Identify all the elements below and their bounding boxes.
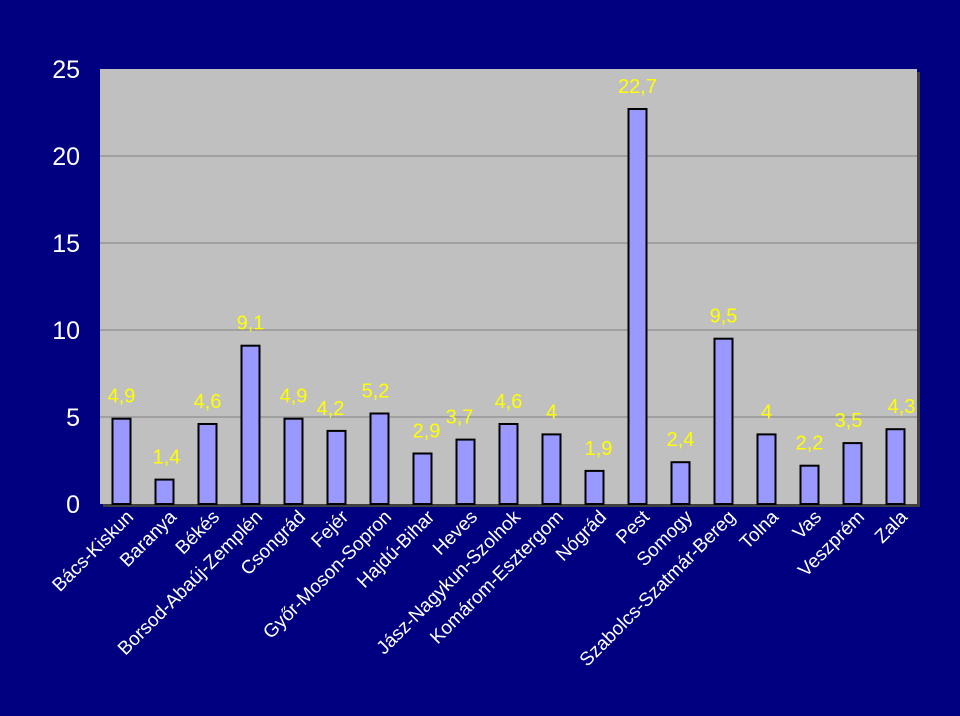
data-label: 3,7 [446,407,474,429]
data-label: 4,6 [495,391,523,413]
data-labels: 4,9 1,4 4,6 9,1 4,9 4,2 5,2 2,93,7 4,6 4 1,9 22,7 2,… [108,76,916,469]
bar [713,337,734,506]
y-tick-label: 20 [52,143,80,171]
gridlines [100,155,917,418]
y-tick-label: 5 [66,404,80,432]
data-label: 4,3 [888,396,916,418]
y-tick-label: 25 [52,56,80,84]
bar [799,464,820,506]
y-tick-label: 10 [52,317,80,345]
x-tick-label: Zala [871,506,912,547]
bar [154,478,175,506]
data-label: 9,1 [237,313,265,335]
x-axis-tick-labels: Bács-KiskunBaranyaBékésBorsod-Abaúj-Zemp… [49,506,913,671]
data-label: 4,6 [194,391,222,413]
data-label: 1,4 [153,447,181,469]
data-label: 5,2 [362,381,390,403]
y-tick-label: 0 [66,491,80,519]
data-label: 22,7 [618,76,657,98]
bar [584,469,605,505]
bar [670,461,691,506]
bar [455,438,476,506]
bar [498,423,519,505]
x-tick-label: Tolna [736,506,783,553]
bar [326,429,347,505]
bar [240,344,261,506]
bar [197,423,218,505]
y-tick-label: 15 [52,230,80,258]
bar [541,433,562,505]
data-label: 4,2 [317,398,345,420]
data-label: 1,9 [585,438,613,460]
bar [756,433,777,505]
data-label: 9,5 [710,306,738,328]
bar [842,442,863,506]
data-label: 2,2 [796,433,824,455]
data-label: 4 [761,401,772,423]
bar [885,428,906,506]
bar [627,108,648,505]
bar [111,417,132,506]
data-label: 4,9 [108,386,136,408]
bars [111,108,906,506]
y-axis-tick-labels: 0 5 10 15 20 25 [52,56,80,519]
bar [283,417,304,506]
x-tick-label: Vas [789,507,826,544]
bar [369,412,390,505]
data-label: 2,4 [667,429,695,451]
data-label: 2,9 [413,421,441,443]
data-label: 4,9 [280,386,308,408]
data-label: 3,5 [835,410,863,432]
bar [412,452,433,505]
data-label: 4 [546,401,557,423]
